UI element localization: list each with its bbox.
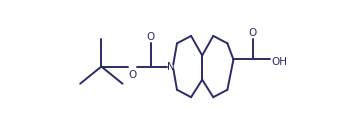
Text: O: O: [147, 32, 155, 42]
Text: O: O: [129, 70, 137, 80]
Text: OH: OH: [272, 57, 288, 67]
Text: N: N: [167, 62, 175, 72]
Text: O: O: [248, 28, 257, 38]
